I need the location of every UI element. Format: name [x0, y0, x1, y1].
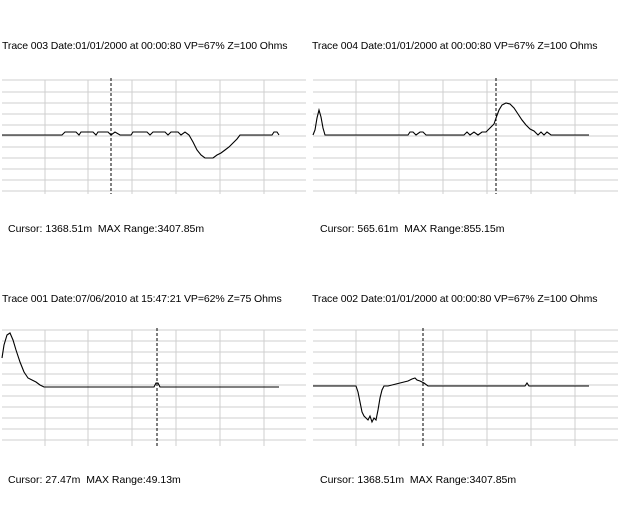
trace-header: Trace 003 Date:01/01/2000 at 00:00:80 VP… — [2, 40, 288, 52]
trace-waveform — [312, 102, 589, 136]
trace-waveform — [313, 377, 589, 424]
cursor-readout: Cursor: 1368.51m MAX Range:3407.85m — [320, 474, 516, 486]
cursor-value: 1368.51m — [45, 223, 93, 235]
trace-header: Trace 001 Date:07/06/2010 at 15:47:21 VP… — [2, 293, 282, 305]
grid-lines — [313, 79, 618, 194]
max-range-value: 3407.85m — [469, 474, 517, 486]
grid-lines — [2, 329, 306, 446]
cursor-label: Cursor: — [8, 474, 43, 486]
trace-waveform — [1, 332, 279, 388]
cursor-label: Cursor: — [8, 223, 43, 235]
cursor-value: 565.61m — [357, 223, 399, 235]
max-range-label: MAX Range: — [86, 474, 146, 486]
cursor-label: Cursor: — [320, 223, 355, 235]
trace-plot[interactable] — [0, 0, 620, 460]
max-range-label: MAX Range: — [97, 223, 158, 235]
max-range-value: 49.13m — [145, 474, 181, 486]
trace-plot[interactable] — [0, 0, 620, 200]
cursor-label: Cursor: — [320, 474, 355, 486]
cursor-readout: Cursor: 27.47m MAX Range:49.13m — [8, 474, 181, 486]
cursor-readout: Cursor: 565.61m MAX Range:855.15m — [320, 223, 504, 235]
cursor-value: 27.47m — [45, 474, 81, 486]
grid-lines — [2, 79, 306, 194]
trace-header: Trace 002 Date:01/01/2000 at 00:00:80 VP… — [312, 293, 598, 305]
max-range-label: MAX Range: — [404, 223, 464, 235]
max-range-label: MAX Range: — [409, 474, 470, 486]
cursor-value: 1368.51m — [357, 474, 405, 486]
trace-waveform — [2, 131, 280, 159]
cursor-readout: Cursor: 1368.51m MAX Range:3407.85m — [8, 223, 204, 235]
max-range-value: 3407.85m — [157, 223, 205, 235]
trace-header: Trace 004 Date:01/01/2000 at 00:00:80 VP… — [312, 40, 598, 52]
trace-plot[interactable] — [0, 0, 310, 460]
max-range-value: 855.15m — [463, 223, 505, 235]
trace-plot[interactable] — [0, 0, 310, 200]
grid-lines — [313, 329, 618, 446]
